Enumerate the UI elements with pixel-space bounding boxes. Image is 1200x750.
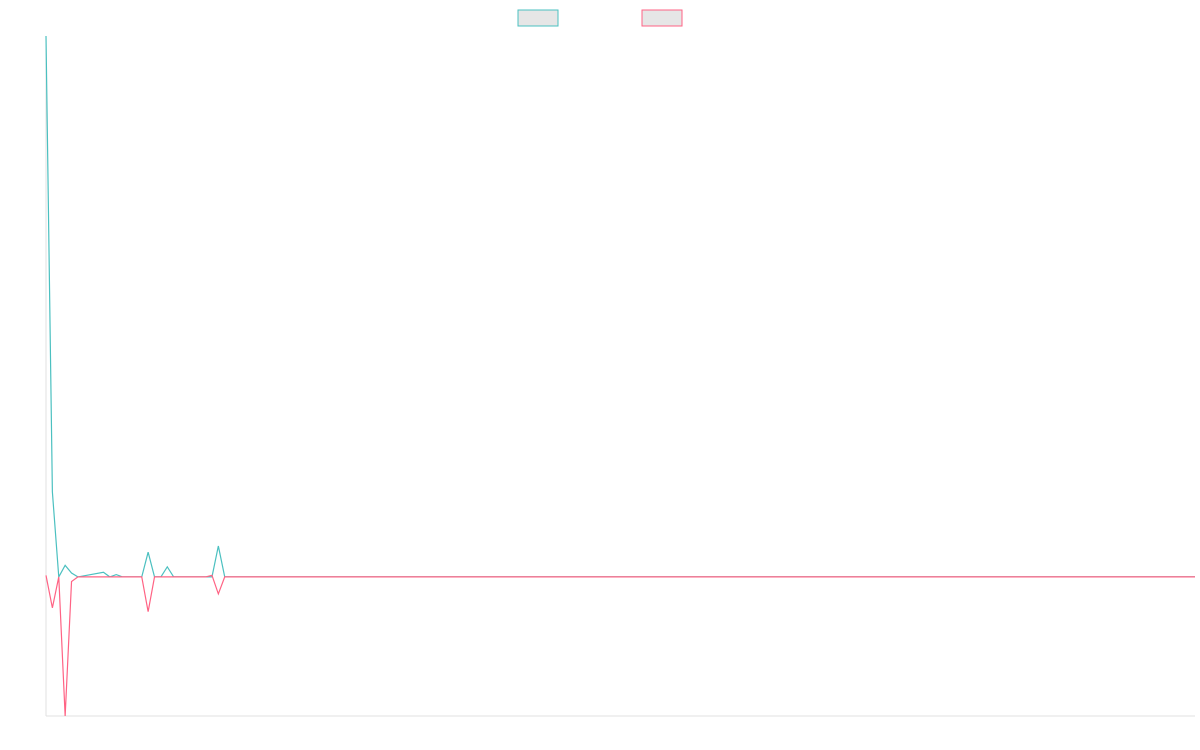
series-line-2 bbox=[45, 574, 1195, 717]
axes bbox=[45, 36, 1195, 717]
series-layer bbox=[45, 35, 1195, 717]
legend-swatch-1 bbox=[517, 9, 559, 27]
series-line-1 bbox=[45, 35, 1195, 579]
legend-swatch-2 bbox=[641, 9, 683, 27]
legend bbox=[517, 9, 683, 27]
